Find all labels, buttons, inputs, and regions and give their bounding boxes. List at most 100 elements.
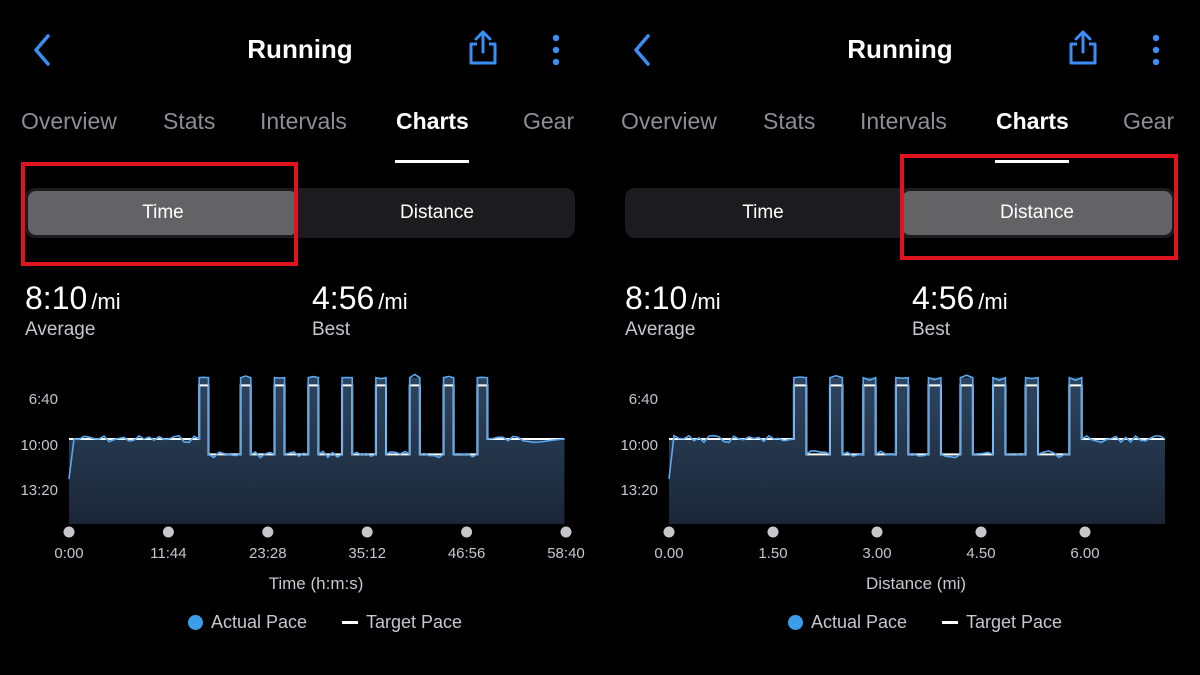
- tab-intervals[interactable]: Intervals: [860, 108, 947, 134]
- target-pace-swatch: [942, 621, 958, 624]
- segment-distance[interactable]: Distance: [902, 191, 1172, 235]
- average-pace-value: 8:10: [625, 280, 688, 316]
- actual-pace-area: [69, 377, 565, 524]
- tab-gear[interactable]: Gear: [523, 108, 575, 134]
- segment-distance[interactable]: Distance: [400, 202, 474, 223]
- x-tick-label: 0.00: [654, 545, 683, 562]
- chevron-left-icon: [34, 34, 50, 66]
- back-button[interactable]: [28, 30, 56, 70]
- y-tick-label: 6:40: [629, 391, 658, 408]
- chevron-left-icon: [634, 34, 650, 66]
- x-tick-dot: [663, 526, 675, 538]
- average-pace-label: Average: [25, 319, 96, 340]
- tab-stats[interactable]: Stats: [163, 108, 216, 134]
- chart-legend: Actual Pace Target Pace: [600, 612, 1200, 636]
- best-pace-unit: /mi: [978, 289, 1008, 314]
- legend-target-label: Target Pace: [366, 612, 463, 632]
- best-pace-unit: /mi: [378, 289, 408, 314]
- page-title: Running: [847, 34, 953, 64]
- tab-bar: Overview Stats Intervals Charts Gear: [0, 108, 600, 148]
- best-pace-label: Best: [312, 319, 351, 340]
- x-tick-label: 11:44: [150, 545, 186, 562]
- target-pace-line: [69, 384, 565, 456]
- more-vertical-icon: [552, 34, 560, 66]
- average-pace-value: 8:10: [25, 280, 88, 316]
- tab-gear[interactable]: Gear: [1123, 108, 1175, 134]
- best-pace-stat: 4:56/mi Best: [312, 280, 408, 341]
- tab-stats[interactable]: Stats: [763, 108, 816, 134]
- best-pace-stat: 4:56/mi Best: [912, 280, 1008, 341]
- x-axis-label: Distance (mi): [866, 574, 966, 593]
- x-tick-dot: [262, 526, 274, 538]
- average-pace-stat: 8:10/mi Average: [25, 280, 121, 341]
- best-pace-value: 4:56: [912, 280, 975, 316]
- page-title: Running: [247, 34, 353, 64]
- average-pace-label: Average: [625, 319, 696, 340]
- back-button[interactable]: [628, 30, 656, 70]
- more-options-button[interactable]: [546, 30, 566, 70]
- x-tick-label: 23:28: [249, 545, 287, 562]
- actual-pace-area: [669, 377, 1165, 524]
- pace-chart-time: 6:40 10:00 13:20 0:00 11:44 23:28 35:12 46:56 58…: [20, 373, 585, 593]
- share-icon: [1069, 30, 1097, 65]
- x-tick-dot: [871, 526, 883, 538]
- legend-actual-label: Actual Pace: [211, 612, 308, 632]
- x-tick-dot: [361, 526, 373, 538]
- tab-intervals[interactable]: Intervals: [260, 108, 347, 134]
- highlight-box: [21, 162, 298, 266]
- y-tick-label: 10:00: [20, 437, 58, 454]
- x-tick-dot: [560, 526, 572, 538]
- tab-bar: Overview Stats Intervals Charts Gear: [600, 108, 1200, 148]
- tab-charts[interactable]: Charts: [396, 108, 469, 134]
- y-tick-label: 10:00: [620, 437, 658, 454]
- segment-time[interactable]: Time: [742, 202, 784, 223]
- actual-pace-line: [668, 374, 1166, 480]
- axis-segmented-control: Time Distance: [25, 188, 575, 238]
- legend-target: Target Pace: [342, 612, 462, 633]
- share-button[interactable]: [466, 28, 500, 68]
- x-axis-label: Time (h:m:s): [269, 574, 364, 593]
- actual-pace-swatch: [788, 615, 803, 630]
- legend-actual: Actual Pace: [188, 612, 307, 633]
- average-pace-stat: 8:10/mi Average: [625, 280, 721, 341]
- segment-time[interactable]: Time: [28, 191, 298, 235]
- best-pace-label: Best: [912, 319, 951, 340]
- x-tick-label: 35:12: [348, 545, 386, 562]
- x-tick-label: 46:56: [448, 545, 486, 562]
- more-options-button[interactable]: [1146, 30, 1166, 70]
- legend-actual-label: Actual Pace: [811, 612, 908, 632]
- active-tab-indicator: [995, 160, 1069, 163]
- x-tick-label: 4.50: [966, 545, 995, 562]
- x-tick-dot: [461, 526, 473, 538]
- x-tick-label: 3.00: [862, 545, 891, 562]
- actual-pace-line: [68, 373, 565, 480]
- tab-charts[interactable]: Charts: [996, 108, 1069, 134]
- tab-overview[interactable]: Overview: [621, 108, 717, 134]
- average-pace-unit: /mi: [691, 289, 721, 314]
- actual-pace-swatch: [188, 615, 203, 630]
- x-tick-dot: [1079, 526, 1091, 538]
- active-tab-indicator: [395, 160, 469, 163]
- pace-chart-distance: 6:40 10:00 13:20 0.00 1.50 3.00 4.50 6.00 Distan…: [620, 374, 1166, 593]
- share-button[interactable]: [1066, 28, 1100, 68]
- x-tick-dot: [63, 526, 75, 538]
- y-tick-label: 13:20: [620, 482, 658, 499]
- legend-actual: Actual Pace: [788, 612, 907, 633]
- best-pace-value: 4:56: [312, 280, 375, 316]
- x-tick-label: 0:00: [54, 545, 83, 562]
- x-tick-label: 6.00: [1070, 545, 1099, 562]
- y-tick-label: 13:20: [20, 482, 58, 499]
- target-pace-swatch: [342, 621, 358, 624]
- chart-legend: Actual Pace Target Pace: [0, 612, 600, 636]
- highlight-box: [900, 154, 1178, 260]
- average-pace-unit: /mi: [91, 289, 121, 314]
- share-icon: [469, 30, 497, 65]
- legend-target: Target Pace: [942, 612, 1062, 633]
- more-vertical-icon: [1152, 34, 1160, 66]
- x-tick-dot: [975, 526, 987, 538]
- tab-overview[interactable]: Overview: [21, 108, 117, 134]
- x-tick-dot: [162, 526, 174, 538]
- x-tick-dot: [767, 526, 779, 538]
- legend-target-label: Target Pace: [966, 612, 1063, 632]
- panel-time: Running Overview Stats Intervals Charts …: [0, 28, 600, 636]
